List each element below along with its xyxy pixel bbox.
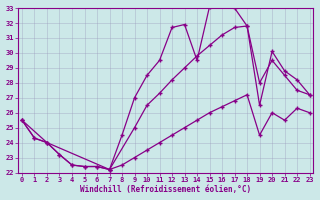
X-axis label: Windchill (Refroidissement éolien,°C): Windchill (Refroidissement éolien,°C) <box>80 185 251 194</box>
